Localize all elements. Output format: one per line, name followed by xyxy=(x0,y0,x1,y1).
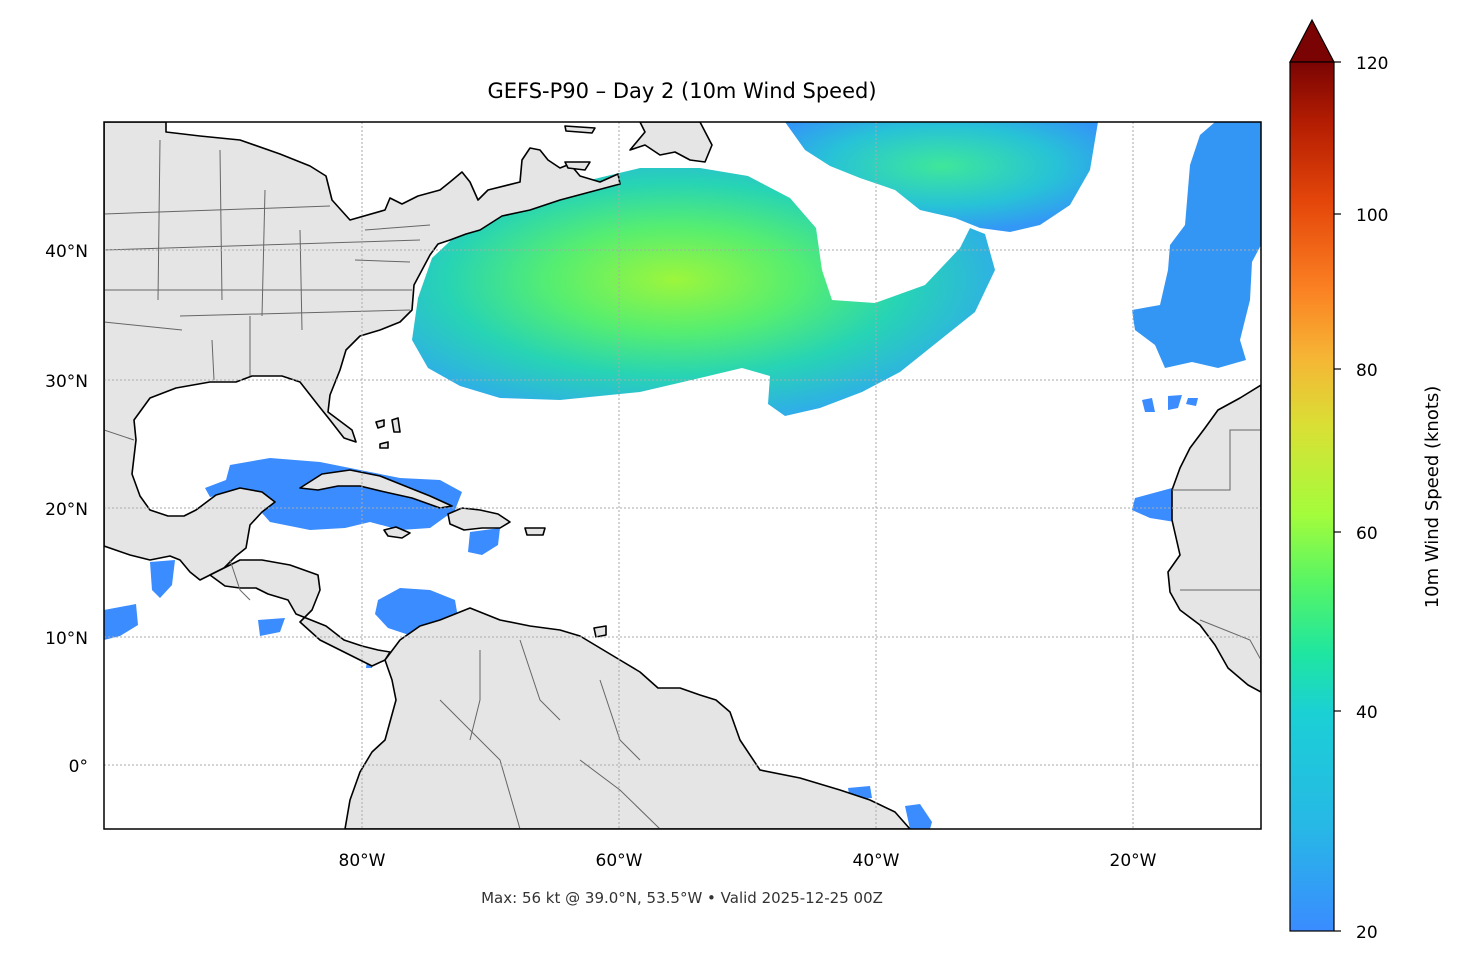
state-country-borders xyxy=(104,139,1261,829)
hispaniola-land xyxy=(447,507,511,531)
lon-tick-label: 20°W xyxy=(1110,851,1157,871)
colorbar: 20 40 60 80 100 120 10m Wind Speed (knot… xyxy=(1289,18,1443,943)
north-wind-field xyxy=(785,122,1098,232)
colorbar-gradient xyxy=(1289,61,1335,932)
jamaica-land xyxy=(383,526,411,539)
colorbar-tick-marks xyxy=(1334,61,1341,932)
colorbar-tick-label: 60 xyxy=(1356,524,1378,544)
trinidad-land xyxy=(593,625,607,638)
lon-tick-label: 80°W xyxy=(339,851,386,871)
max-wind-footer: Max: 56 kt @ 39.0°N, 53.5°W • Valid 2025… xyxy=(481,889,883,907)
colorbar-tick-label: 20 xyxy=(1356,923,1378,943)
colorbar-tick-labels: 20 40 60 80 100 120 xyxy=(1356,54,1388,943)
lat-tick-label: 40°N xyxy=(45,242,88,262)
wind-field-layer xyxy=(104,122,1261,829)
minor-wind-patches xyxy=(104,395,1198,829)
lat-tick-label: 10°N xyxy=(45,629,88,649)
colorbar-tick-label: 100 xyxy=(1356,206,1388,226)
colorbar-extend-arrow xyxy=(1289,18,1335,63)
cuba-land xyxy=(299,469,453,509)
colorbar-label: 10m Wind Speed (knots) xyxy=(1422,386,1443,609)
latitude-ticks: 40°N 30°N 20°N 10°N 0° xyxy=(45,242,88,777)
colorbar-tick-label: 40 xyxy=(1356,703,1378,723)
gridlines xyxy=(104,122,1261,829)
lat-tick-label: 0° xyxy=(69,757,88,777)
map-title: GEFS-P90 – Day 2 (10m Wind Speed) xyxy=(487,79,876,103)
central-america-land xyxy=(209,559,391,667)
land-layer xyxy=(104,122,1261,829)
puerto-rico-land xyxy=(524,527,546,536)
colorbar-tick-label: 120 xyxy=(1356,54,1388,74)
lat-tick-label: 30°N xyxy=(45,372,88,392)
lon-tick-label: 40°W xyxy=(853,851,900,871)
colorbar-tick-label: 80 xyxy=(1356,361,1378,381)
east-wind-field xyxy=(1132,122,1261,368)
anticosti-land xyxy=(564,125,596,134)
map-panel xyxy=(104,122,1261,829)
lat-tick-label: 20°N xyxy=(45,500,88,520)
africa-land xyxy=(1167,384,1261,693)
bahamas-land xyxy=(375,417,401,449)
south-america-land xyxy=(344,607,911,829)
map-frame xyxy=(103,121,1262,830)
caribbean-islands xyxy=(299,417,607,638)
newfoundland-land xyxy=(629,122,713,163)
lon-tick-label: 60°W xyxy=(596,851,643,871)
north-america-land xyxy=(104,122,621,581)
cape-breton-land xyxy=(564,161,591,171)
newfoundland-islands xyxy=(564,122,713,171)
longitude-ticks: 80°W 60°W 40°W 20°W xyxy=(339,851,1157,871)
storm-wind-field xyxy=(412,168,995,416)
